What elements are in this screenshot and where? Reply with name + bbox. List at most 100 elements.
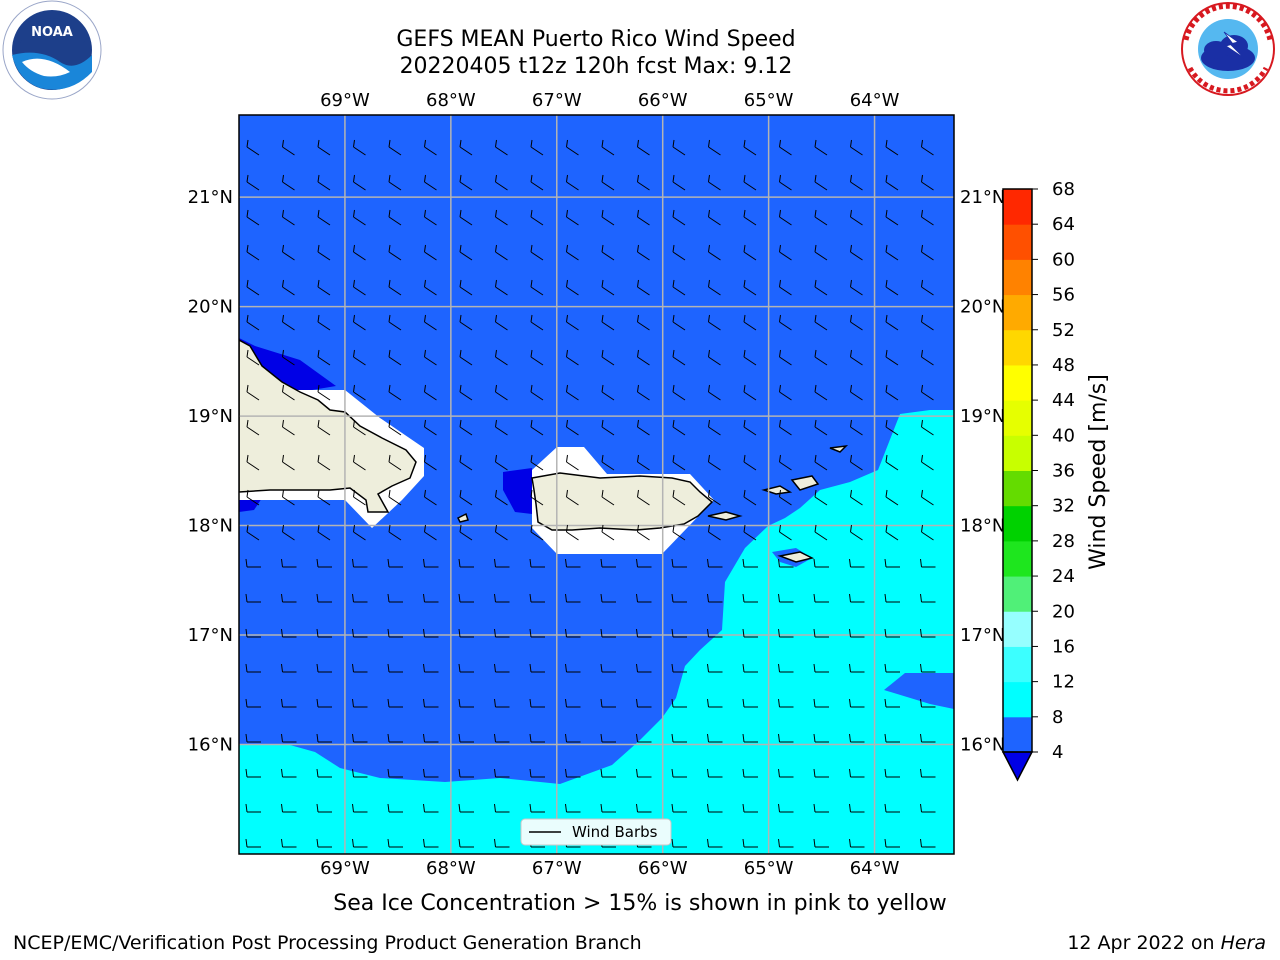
colorbar-tick-label: 8 — [1052, 707, 1063, 728]
wind-barb — [246, 209, 260, 226]
wind-barb — [246, 384, 260, 401]
wind-barb — [424, 419, 437, 436]
wind-barb — [566, 419, 579, 436]
wind-barb — [530, 209, 544, 226]
wind-barb — [459, 489, 473, 506]
latitude-label: 21°N — [960, 187, 1005, 208]
land-hispaniola — [239, 339, 417, 513]
wind-barb — [814, 489, 828, 506]
wind-barb — [671, 838, 687, 848]
wind-barb — [778, 628, 794, 638]
wind-barb — [282, 314, 295, 331]
longitude-label: 66°W — [638, 90, 688, 111]
wind-barb — [813, 768, 829, 778]
wind-barb — [707, 838, 723, 848]
longitude-label: 65°W — [744, 90, 794, 111]
wind-barb — [423, 698, 439, 708]
latitude-label: 16°N — [188, 735, 233, 756]
wind-barb — [246, 314, 260, 331]
wind-barb — [778, 698, 794, 708]
wind-barb — [671, 663, 687, 673]
wind-barb — [317, 384, 331, 401]
wind-barb — [458, 838, 474, 848]
wind-barb — [423, 593, 439, 603]
wind-barb — [353, 314, 366, 331]
wind-barb — [317, 139, 331, 156]
wind-barb — [424, 314, 437, 331]
wind-barb — [885, 524, 899, 541]
wind-barb — [742, 803, 758, 813]
wind-barb — [637, 139, 650, 156]
wind-barb — [708, 244, 721, 261]
wind-barb — [353, 384, 366, 401]
wind-barb — [495, 244, 508, 261]
wind-barb — [743, 524, 757, 541]
wind-barb — [813, 628, 829, 638]
wind-barb — [565, 733, 581, 743]
wind-barb — [814, 279, 828, 296]
wind-barb — [813, 593, 829, 603]
wind-barb — [708, 349, 721, 366]
wind-barb — [885, 384, 899, 401]
wind-barb — [921, 244, 934, 261]
wind-barb — [779, 209, 792, 226]
wind-barb — [814, 419, 828, 436]
wind-barb — [884, 558, 900, 568]
wind-barb — [743, 419, 757, 436]
wind-barb — [495, 279, 508, 296]
wind-barb — [388, 524, 402, 541]
wind-barb — [246, 174, 260, 191]
wind-barb — [850, 209, 863, 226]
wind-barb — [671, 733, 687, 743]
wind-barb — [850, 384, 863, 401]
colorbar-tick-label: 68 — [1052, 179, 1075, 200]
latitude-label: 18°N — [188, 516, 233, 537]
wind-barb — [813, 558, 829, 568]
wind-barb — [671, 558, 687, 568]
wind-barb — [387, 663, 403, 673]
wind-barb — [885, 139, 899, 156]
wind-barb — [281, 593, 297, 603]
wind-barb — [921, 209, 934, 226]
wind-barb — [494, 558, 510, 568]
colorbar-tick-label: 44 — [1052, 390, 1075, 411]
wind-barb — [779, 349, 792, 366]
wind-barb — [779, 454, 792, 471]
wind-barb — [708, 454, 721, 471]
map-frame — [238, 114, 955, 855]
wind-barb — [884, 733, 900, 743]
wind-barb — [885, 349, 899, 366]
wind-barb — [849, 838, 865, 848]
wind-barb — [884, 698, 900, 708]
colorbar-tick-label: 28 — [1052, 531, 1075, 552]
wind-barb — [637, 174, 650, 191]
wind-barb — [459, 524, 473, 541]
wind-barb — [813, 698, 829, 708]
wind-barb — [850, 349, 863, 366]
wind-barb — [920, 733, 936, 743]
legend-label: Wind Barbs — [572, 823, 658, 841]
wind-barb — [707, 663, 723, 673]
colorbar-segment — [1003, 716, 1032, 753]
colorbar-segment — [1003, 294, 1032, 331]
wind-barb — [494, 733, 510, 743]
wind-barb — [636, 803, 652, 813]
wind-barb — [921, 524, 934, 541]
wind-barb — [388, 349, 402, 366]
wind-barb — [849, 698, 865, 708]
wind-barb — [387, 768, 403, 778]
colorbar-tick-label: 32 — [1052, 496, 1075, 517]
wind-barb — [281, 733, 297, 743]
wind-barb — [566, 314, 579, 331]
wind-barb — [921, 139, 934, 156]
wind-barb — [459, 209, 473, 226]
wind-barb — [637, 524, 650, 541]
wind-barb — [850, 244, 863, 261]
wind-barb — [317, 349, 331, 366]
wind-barb — [814, 314, 828, 331]
wind-barb — [530, 489, 544, 506]
wind-barb — [742, 768, 758, 778]
wind-barb — [600, 593, 616, 603]
wind-barb — [849, 768, 865, 778]
